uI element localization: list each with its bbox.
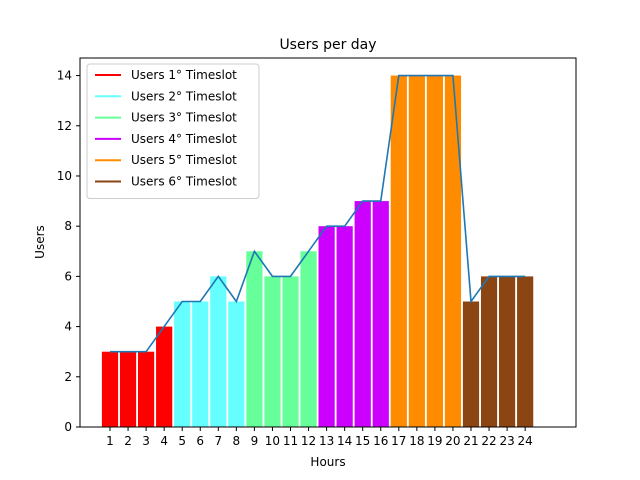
x-tick-label: 9 <box>251 434 259 448</box>
bar-hour-23 <box>499 276 516 427</box>
bar-hour-22 <box>480 276 498 427</box>
bar-hour-11 <box>282 276 299 427</box>
bar-hour-1 <box>101 351 119 427</box>
bar-hour-14 <box>336 226 353 427</box>
legend-frame <box>86 63 260 199</box>
bar-hour-4 <box>156 326 173 427</box>
x-tick-label: 22 <box>481 434 496 448</box>
bar-hour-10 <box>264 276 281 427</box>
bar-hour-3 <box>138 351 155 427</box>
x-tick-label: 12 <box>301 434 316 448</box>
legend-entry-label: Users 3° Timeslot <box>131 111 237 125</box>
bar-hour-18 <box>408 75 425 427</box>
x-tick-label: 19 <box>427 434 442 448</box>
y-tick-label: 6 <box>64 269 72 283</box>
y-axis: 0 2 4 6 8 10 12 14 <box>57 69 80 434</box>
x-tick-label: 16 <box>373 434 388 448</box>
legend-entry-label: Users 6° Timeslot <box>131 175 237 189</box>
bar-hour-8 <box>228 301 245 427</box>
bars-group <box>101 75 534 427</box>
bar-hour-15 <box>354 201 371 427</box>
bar-hour-13 <box>318 226 335 427</box>
y-tick-label: 10 <box>57 169 72 183</box>
legend-entry-label: Users 4° Timeslot <box>131 132 237 146</box>
chart-title: Users per day <box>279 37 376 53</box>
x-tick-label: 5 <box>178 434 186 448</box>
trend-line-group <box>110 74 526 353</box>
x-tick-label: 23 <box>499 434 514 448</box>
x-tick-label: 11 <box>283 434 298 448</box>
x-tick-label: 10 <box>265 434 280 448</box>
bar-hour-5 <box>174 301 191 427</box>
legend-entry-label: Users 2° Timeslot <box>131 89 237 103</box>
y-tick-label: 2 <box>64 370 72 384</box>
bar-hour-16 <box>372 201 389 427</box>
bar-hour-19 <box>426 75 443 427</box>
x-tick-label: 2 <box>124 434 132 448</box>
x-tick-label: 3 <box>142 434 150 448</box>
x-tick-label: 7 <box>214 434 222 448</box>
x-tick-label: 4 <box>160 434 168 448</box>
x-tick-label: 17 <box>391 434 406 448</box>
y-tick-label: 8 <box>64 219 72 233</box>
x-tick-label: 21 <box>463 434 478 448</box>
x-tick-label: 1 <box>106 434 114 448</box>
y-tick-label: 0 <box>64 420 72 434</box>
legend-entry-label: Users 1° Timeslot <box>131 68 237 82</box>
x-tick-label: 24 <box>518 434 533 448</box>
y-tick-label: 12 <box>57 119 72 133</box>
bar-hour-17 <box>390 75 407 427</box>
x-tick-label: 18 <box>409 434 424 448</box>
y-axis-label: Users <box>33 225 47 259</box>
x-tick-label: 20 <box>445 434 460 448</box>
x-tick-label: 15 <box>355 434 370 448</box>
plot-frame <box>79 57 577 428</box>
legend-entry-label: Users 5° Timeslot <box>131 153 237 167</box>
bar-hour-12 <box>300 251 317 427</box>
bar-hour-7 <box>210 276 227 427</box>
x-tick-label: 6 <box>196 434 204 448</box>
bar-hour-20 <box>444 75 462 427</box>
y-tick-label: 14 <box>57 69 72 83</box>
trend-line <box>110 74 526 353</box>
bar-hour-6 <box>192 301 209 427</box>
x-tick-label: 8 <box>233 434 241 448</box>
bar-hour-21 <box>462 301 480 427</box>
x-tick-label: 13 <box>319 434 334 448</box>
bar-hour-2 <box>119 351 137 427</box>
legend: Users 1° Timeslot Users 2° Timeslot Users … <box>86 63 260 199</box>
bar-hour-24 <box>517 276 534 427</box>
bar-hour-9 <box>246 251 263 427</box>
y-tick-label: 4 <box>64 320 72 334</box>
x-axis-label: Hours <box>310 455 345 469</box>
x-axis: 1 2 3 4 5 6 7 8 9 10 11 12 13 14 15 16 17 18 19 20 21 22 23 24 <box>106 427 533 448</box>
x-tick-label: 14 <box>337 434 352 448</box>
